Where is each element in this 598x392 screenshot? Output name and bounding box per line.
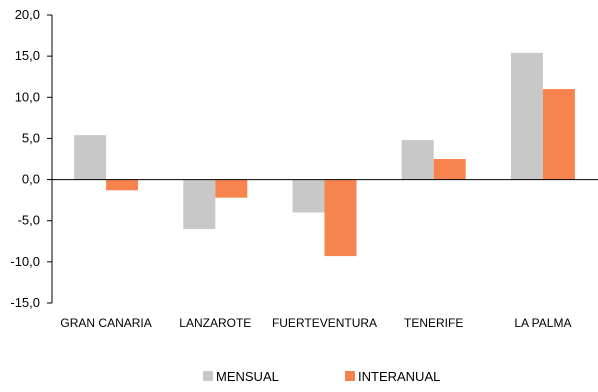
x-category-label: GRAN CANARIA [60, 316, 151, 330]
bar-interanual-2 [215, 179, 248, 198]
bar-mensual-5 [510, 52, 543, 180]
bar-mensual-3 [292, 179, 325, 213]
y-tick-label: 20,0 [15, 7, 40, 22]
bar-mensual-1 [74, 135, 107, 180]
bar-mensual-4 [401, 140, 434, 180]
x-category-label: LANZAROTE [179, 316, 251, 330]
x-category-label: TENERIFE [404, 316, 463, 330]
x-category-label: LA PALMA [514, 316, 571, 330]
legend-swatch-interanual [345, 371, 355, 381]
legend-swatch-mensual [203, 371, 213, 381]
legend-label-mensual: MENSUAL [216, 369, 279, 384]
bar-interanual-1 [106, 179, 139, 191]
y-axis: -15,0 -10,0 -5,0 0,0 5,0 10,0 15,0 20,0 [10, 7, 53, 310]
bar-interanual-3 [324, 179, 357, 257]
bar-interanual-5 [542, 89, 575, 180]
bar-interanual-4 [433, 159, 466, 180]
bar-mensual-2 [183, 179, 216, 229]
y-tick-label: 15,0 [15, 48, 40, 63]
legend-label-interanual: INTERANUAL [358, 369, 440, 384]
y-tick-label: 5,0 [22, 130, 40, 145]
y-tick-label: 10,0 [15, 89, 40, 104]
legend: MENSUAL INTERANUAL [203, 369, 440, 384]
bars [74, 52, 575, 257]
y-tick-label: -15,0 [10, 295, 40, 310]
x-category-label: FUERTEVENTURA [272, 316, 377, 330]
y-tick-label: -5,0 [18, 213, 40, 228]
y-tick-label: -10,0 [10, 254, 40, 269]
y-tick-label: 0,0 [22, 172, 40, 187]
category-labels: GRAN CANARIA LANZAROTE FUERTEVENTURA TENERI… [60, 316, 571, 330]
